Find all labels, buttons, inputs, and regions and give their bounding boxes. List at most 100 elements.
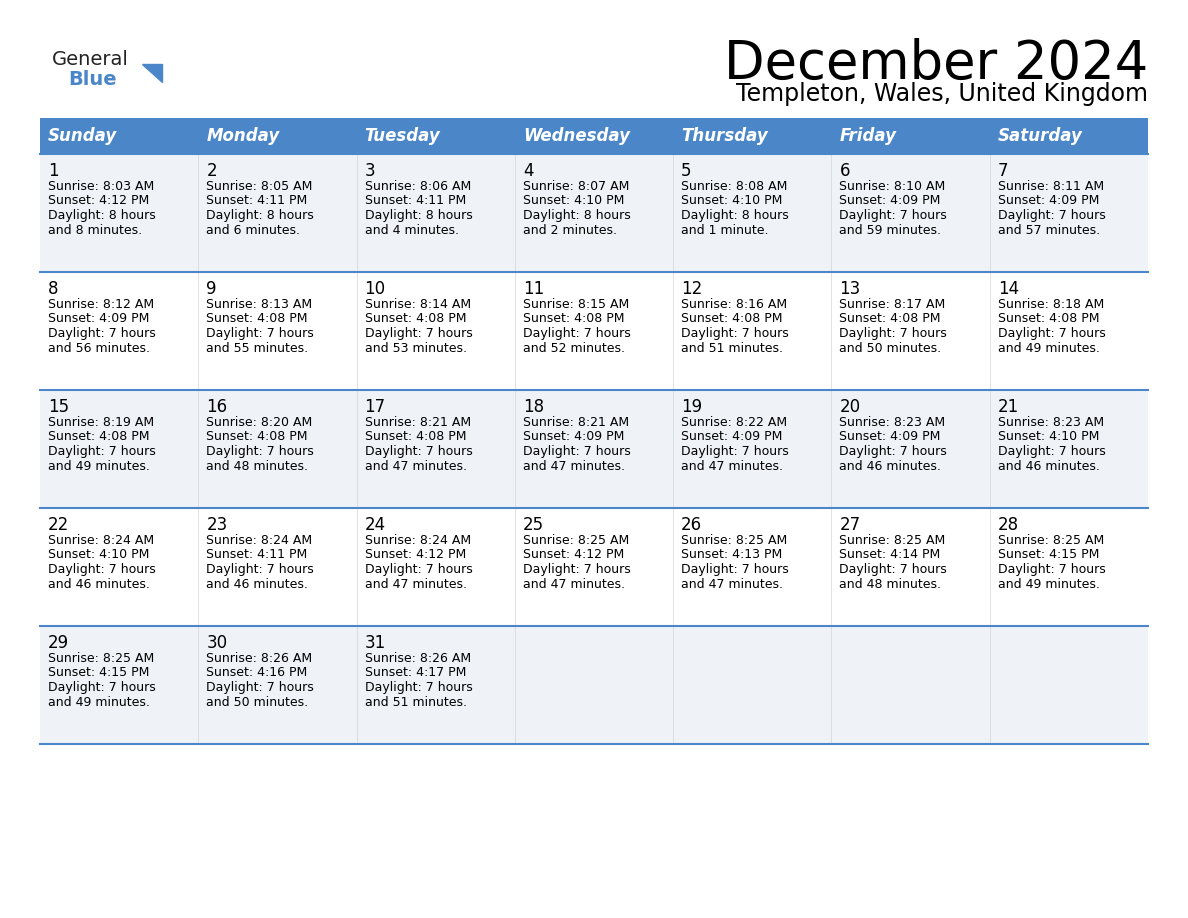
Text: 1: 1 (48, 162, 58, 180)
Text: Daylight: 7 hours: Daylight: 7 hours (48, 445, 156, 458)
Bar (40, 118, 198, 154)
Text: Sunset: 4:09 PM: Sunset: 4:09 PM (681, 431, 783, 443)
Text: 15: 15 (48, 398, 69, 416)
Text: 30: 30 (207, 634, 227, 652)
Text: Daylight: 7 hours: Daylight: 7 hours (681, 563, 789, 576)
Text: and 51 minutes.: and 51 minutes. (681, 341, 783, 354)
Text: 3: 3 (365, 162, 375, 180)
Text: Sunrise: 8:03 AM: Sunrise: 8:03 AM (48, 180, 154, 193)
Text: Daylight: 7 hours: Daylight: 7 hours (365, 563, 473, 576)
Text: Sunset: 4:08 PM: Sunset: 4:08 PM (998, 312, 1099, 326)
Text: and 46 minutes.: and 46 minutes. (998, 460, 1100, 473)
Text: Sunrise: 8:14 AM: Sunrise: 8:14 AM (365, 298, 470, 311)
Text: Sunrise: 8:22 AM: Sunrise: 8:22 AM (681, 416, 788, 429)
Text: Sunset: 4:15 PM: Sunset: 4:15 PM (48, 666, 150, 679)
Text: 5: 5 (681, 162, 691, 180)
Text: 20: 20 (840, 398, 860, 416)
Text: Daylight: 7 hours: Daylight: 7 hours (207, 563, 314, 576)
Bar (674, 118, 832, 154)
Text: 12: 12 (681, 280, 702, 298)
Text: Sunset: 4:11 PM: Sunset: 4:11 PM (365, 195, 466, 207)
Text: Sunset: 4:12 PM: Sunset: 4:12 PM (365, 548, 466, 562)
Text: Sunrise: 8:20 AM: Sunrise: 8:20 AM (207, 416, 312, 429)
Text: Sunrise: 8:25 AM: Sunrise: 8:25 AM (523, 534, 630, 547)
Text: Sunrise: 8:11 AM: Sunrise: 8:11 AM (998, 180, 1104, 193)
Text: 21: 21 (998, 398, 1019, 416)
Text: Daylight: 7 hours: Daylight: 7 hours (998, 327, 1106, 340)
Text: Sunset: 4:16 PM: Sunset: 4:16 PM (207, 666, 308, 679)
Text: Templeton, Wales, United Kingdom: Templeton, Wales, United Kingdom (737, 82, 1148, 106)
Text: Daylight: 8 hours: Daylight: 8 hours (207, 209, 314, 222)
Text: Sunrise: 8:17 AM: Sunrise: 8:17 AM (840, 298, 946, 311)
Text: Thursday: Thursday (681, 127, 767, 145)
Text: Daylight: 7 hours: Daylight: 7 hours (523, 563, 631, 576)
Text: Sunrise: 8:21 AM: Sunrise: 8:21 AM (365, 416, 470, 429)
Text: Blue: Blue (68, 70, 116, 89)
Text: Sunrise: 8:13 AM: Sunrise: 8:13 AM (207, 298, 312, 311)
Text: Daylight: 7 hours: Daylight: 7 hours (365, 445, 473, 458)
Text: Sunrise: 8:25 AM: Sunrise: 8:25 AM (681, 534, 788, 547)
Bar (40, 508, 1148, 626)
Text: Sunset: 4:10 PM: Sunset: 4:10 PM (523, 195, 624, 207)
Text: and 46 minutes.: and 46 minutes. (48, 577, 150, 590)
Text: 26: 26 (681, 516, 702, 534)
Text: Daylight: 7 hours: Daylight: 7 hours (840, 327, 947, 340)
Text: 25: 25 (523, 516, 544, 534)
Text: General: General (52, 50, 128, 69)
Text: Sunrise: 8:08 AM: Sunrise: 8:08 AM (681, 180, 788, 193)
Text: and 1 minute.: and 1 minute. (681, 223, 769, 237)
Text: Sunset: 4:09 PM: Sunset: 4:09 PM (48, 312, 150, 326)
Bar (832, 118, 990, 154)
Text: and 49 minutes.: and 49 minutes. (998, 577, 1100, 590)
Text: Sunset: 4:10 PM: Sunset: 4:10 PM (48, 548, 150, 562)
Text: 23: 23 (207, 516, 228, 534)
Text: Daylight: 7 hours: Daylight: 7 hours (48, 681, 156, 694)
Text: Daylight: 7 hours: Daylight: 7 hours (998, 209, 1106, 222)
Text: Sunset: 4:08 PM: Sunset: 4:08 PM (840, 312, 941, 326)
Text: Sunrise: 8:05 AM: Sunrise: 8:05 AM (207, 180, 312, 193)
Text: Sunset: 4:08 PM: Sunset: 4:08 PM (207, 431, 308, 443)
Text: Sunrise: 8:24 AM: Sunrise: 8:24 AM (207, 534, 312, 547)
Text: and 50 minutes.: and 50 minutes. (207, 696, 309, 709)
Text: Daylight: 7 hours: Daylight: 7 hours (998, 445, 1106, 458)
Text: and 52 minutes.: and 52 minutes. (523, 341, 625, 354)
Text: Sunrise: 8:18 AM: Sunrise: 8:18 AM (998, 298, 1104, 311)
Text: Sunday: Sunday (48, 127, 118, 145)
Text: 11: 11 (523, 280, 544, 298)
Text: Daylight: 7 hours: Daylight: 7 hours (840, 445, 947, 458)
Text: 28: 28 (998, 516, 1019, 534)
Text: and 48 minutes.: and 48 minutes. (840, 577, 941, 590)
Text: Sunset: 4:09 PM: Sunset: 4:09 PM (998, 195, 1099, 207)
Text: Sunrise: 8:06 AM: Sunrise: 8:06 AM (365, 180, 470, 193)
Bar (514, 118, 674, 154)
Text: Daylight: 7 hours: Daylight: 7 hours (681, 327, 789, 340)
Text: 24: 24 (365, 516, 386, 534)
Text: Sunset: 4:08 PM: Sunset: 4:08 PM (523, 312, 625, 326)
Text: Wednesday: Wednesday (523, 127, 630, 145)
Text: and 46 minutes.: and 46 minutes. (840, 460, 941, 473)
Text: Sunset: 4:15 PM: Sunset: 4:15 PM (998, 548, 1099, 562)
Text: and 47 minutes.: and 47 minutes. (365, 460, 467, 473)
Text: Sunrise: 8:23 AM: Sunrise: 8:23 AM (998, 416, 1104, 429)
Text: Daylight: 7 hours: Daylight: 7 hours (207, 681, 314, 694)
Text: Daylight: 7 hours: Daylight: 7 hours (207, 327, 314, 340)
Text: Saturday: Saturday (998, 127, 1082, 145)
Text: Daylight: 7 hours: Daylight: 7 hours (365, 327, 473, 340)
Text: Sunrise: 8:16 AM: Sunrise: 8:16 AM (681, 298, 788, 311)
Text: 18: 18 (523, 398, 544, 416)
Text: Sunrise: 8:12 AM: Sunrise: 8:12 AM (48, 298, 154, 311)
Text: Sunrise: 8:21 AM: Sunrise: 8:21 AM (523, 416, 628, 429)
Bar (40, 390, 1148, 508)
Text: Daylight: 8 hours: Daylight: 8 hours (523, 209, 631, 222)
Text: 4: 4 (523, 162, 533, 180)
Text: 29: 29 (48, 634, 69, 652)
Text: 22: 22 (48, 516, 69, 534)
Text: 13: 13 (840, 280, 860, 298)
Bar (356, 118, 514, 154)
Bar (40, 154, 1148, 272)
Text: Sunrise: 8:24 AM: Sunrise: 8:24 AM (365, 534, 470, 547)
Polygon shape (143, 64, 162, 82)
Text: and 47 minutes.: and 47 minutes. (523, 460, 625, 473)
Bar (990, 118, 1148, 154)
Text: Daylight: 7 hours: Daylight: 7 hours (48, 563, 156, 576)
